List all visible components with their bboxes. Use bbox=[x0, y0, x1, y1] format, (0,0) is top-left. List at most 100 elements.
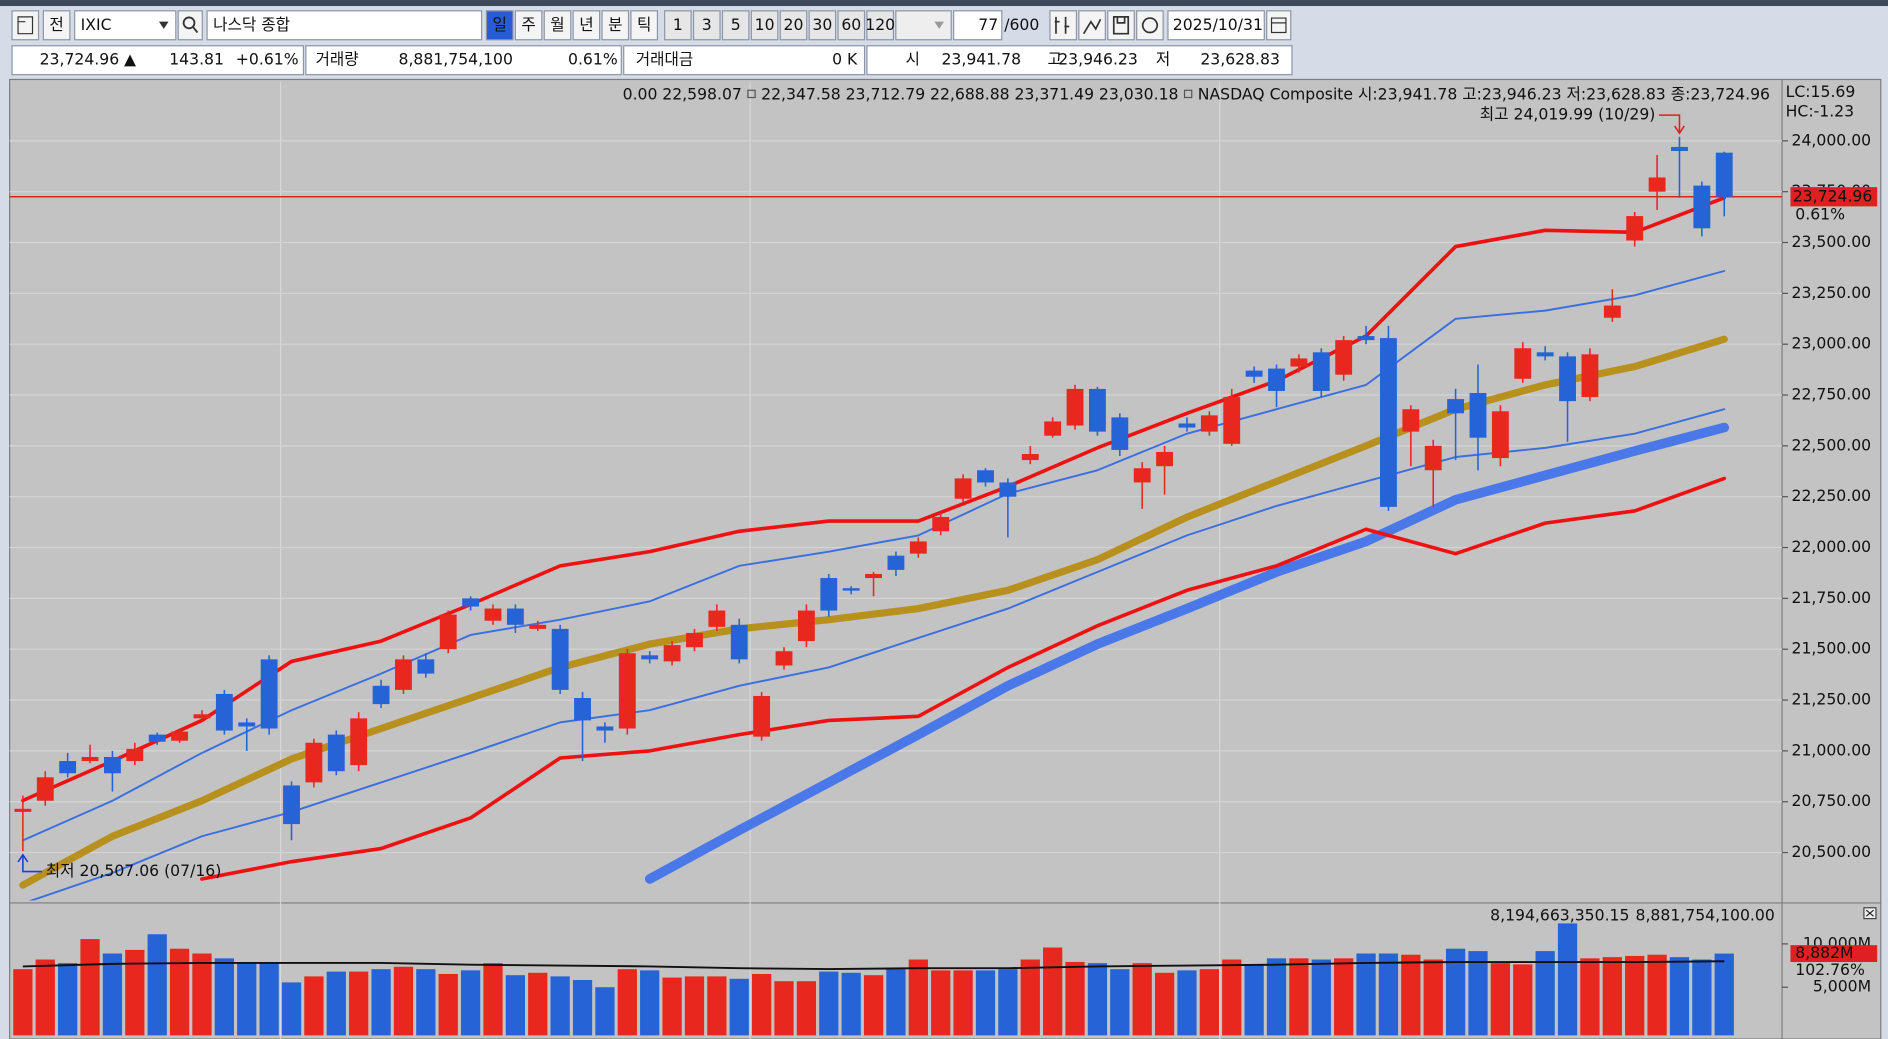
y-tick-label: 22,250.00 bbox=[1792, 486, 1872, 505]
y-tick-label: 21,500.00 bbox=[1792, 639, 1872, 658]
candle-body bbox=[977, 470, 994, 483]
candle bbox=[909, 537, 927, 558]
candle bbox=[1715, 151, 1733, 217]
candle-body bbox=[327, 734, 345, 772]
interval-button[interactable] bbox=[779, 10, 808, 41]
volume-bar bbox=[35, 959, 55, 1036]
tool-glyph bbox=[1054, 16, 1070, 34]
interval-button[interactable] bbox=[837, 10, 866, 41]
interval-button[interactable] bbox=[750, 10, 779, 41]
period-button[interactable] bbox=[630, 10, 659, 41]
volume-bar bbox=[1401, 954, 1421, 1036]
candle-body bbox=[1603, 305, 1621, 318]
candle bbox=[36, 771, 54, 806]
legend-separator bbox=[747, 89, 756, 99]
info-field bbox=[623, 45, 866, 76]
tool-icon[interactable] bbox=[1136, 10, 1164, 41]
info-bar: 23,724.96 ▲ 143.81 +0.61% 거래량 8,881,754,100 0.… bbox=[11, 45, 1293, 76]
candle-body bbox=[1268, 368, 1285, 391]
interval-button[interactable] bbox=[866, 10, 895, 41]
menu-icon[interactable] bbox=[11, 10, 40, 41]
candle bbox=[977, 468, 994, 487]
symbol-combo[interactable] bbox=[74, 10, 177, 41]
annotations: 최고 24,019.99 (10/29) 최저 20,507.06 (07/16) bbox=[17, 105, 1685, 880]
count-box[interactable] bbox=[953, 10, 1003, 41]
period-button[interactable] bbox=[601, 10, 630, 41]
candle bbox=[506, 604, 524, 633]
low: 23,628.83 bbox=[1200, 50, 1280, 69]
candle bbox=[551, 624, 569, 694]
search-button[interactable] bbox=[177, 10, 203, 41]
volume-bar bbox=[125, 949, 145, 1036]
tool-icon[interactable] bbox=[1078, 10, 1106, 41]
candle bbox=[1671, 136, 1688, 198]
volume-bar bbox=[1468, 951, 1488, 1036]
volume-label: 거래량 bbox=[315, 50, 358, 69]
period-button[interactable] bbox=[572, 10, 601, 41]
volume-bar bbox=[58, 963, 78, 1036]
interval-button[interactable] bbox=[808, 10, 837, 41]
back-button[interactable] bbox=[42, 10, 71, 41]
candle-body bbox=[1245, 370, 1263, 377]
volume-bar bbox=[1602, 957, 1622, 1036]
volume-bar bbox=[640, 970, 660, 1036]
volume-bar bbox=[1020, 959, 1040, 1036]
period-button[interactable] bbox=[485, 10, 514, 41]
name-box bbox=[206, 10, 483, 41]
candle bbox=[1469, 364, 1487, 471]
volume-bar bbox=[1199, 969, 1219, 1036]
volume-bar bbox=[1154, 972, 1175, 1036]
candle bbox=[1178, 417, 1196, 432]
period-label: 년 bbox=[579, 15, 593, 34]
volume-bar bbox=[237, 963, 257, 1036]
change: 143.81 bbox=[169, 50, 224, 69]
search-glyph bbox=[182, 16, 196, 30]
indicator-line bbox=[21, 196, 1727, 803]
volume-bar bbox=[684, 976, 705, 1036]
calendar-button[interactable] bbox=[1266, 10, 1292, 41]
interval-combo[interactable] bbox=[895, 10, 952, 41]
y-tick-label: 22,000.00 bbox=[1792, 537, 1872, 556]
interval-button[interactable] bbox=[692, 10, 721, 41]
info-field bbox=[11, 45, 305, 76]
volume-bar bbox=[147, 934, 167, 1036]
min-label: 최저 20,507.06 (07/16) bbox=[46, 861, 222, 880]
volume-bar bbox=[572, 980, 593, 1036]
legend-entry: 22,598.07 bbox=[662, 85, 742, 104]
legend-entry: 23,030.18 bbox=[1099, 85, 1179, 104]
candle-body bbox=[1715, 152, 1733, 197]
interval-button[interactable] bbox=[664, 10, 692, 41]
last-price-tag bbox=[1790, 187, 1878, 207]
date-box[interactable] bbox=[1167, 10, 1265, 41]
candle-body bbox=[954, 478, 972, 499]
period-button[interactable] bbox=[543, 10, 572, 41]
symbol-name: 나스닥 종합 bbox=[213, 15, 290, 34]
volume-bar bbox=[998, 969, 1018, 1036]
candle bbox=[1335, 336, 1353, 381]
candle-body bbox=[1402, 409, 1420, 432]
volume-bar bbox=[1356, 953, 1376, 1036]
candle-body bbox=[1626, 216, 1644, 241]
volume-bar bbox=[1043, 947, 1063, 1036]
volume-pct-label: 102.76% bbox=[1795, 960, 1865, 979]
candle-body bbox=[1424, 445, 1442, 471]
tool-icon[interactable] bbox=[1107, 10, 1135, 41]
volume-bar bbox=[259, 963, 279, 1036]
candle-body bbox=[887, 555, 905, 570]
tool-icon[interactable] bbox=[1049, 10, 1078, 41]
volume-bar bbox=[1334, 958, 1354, 1036]
candle-body bbox=[999, 482, 1017, 497]
candle bbox=[529, 620, 547, 631]
candle-body bbox=[1312, 352, 1330, 391]
period-label: 틱 bbox=[637, 15, 651, 34]
candle-body bbox=[1536, 352, 1554, 357]
interval-button[interactable] bbox=[721, 10, 750, 41]
volume-bar bbox=[1266, 958, 1287, 1036]
candle-body bbox=[238, 722, 256, 727]
volume-bar bbox=[102, 953, 123, 1036]
last-price-label: 23,724.96 bbox=[1793, 186, 1873, 205]
candle-body bbox=[171, 731, 189, 741]
period-button[interactable] bbox=[514, 10, 543, 41]
